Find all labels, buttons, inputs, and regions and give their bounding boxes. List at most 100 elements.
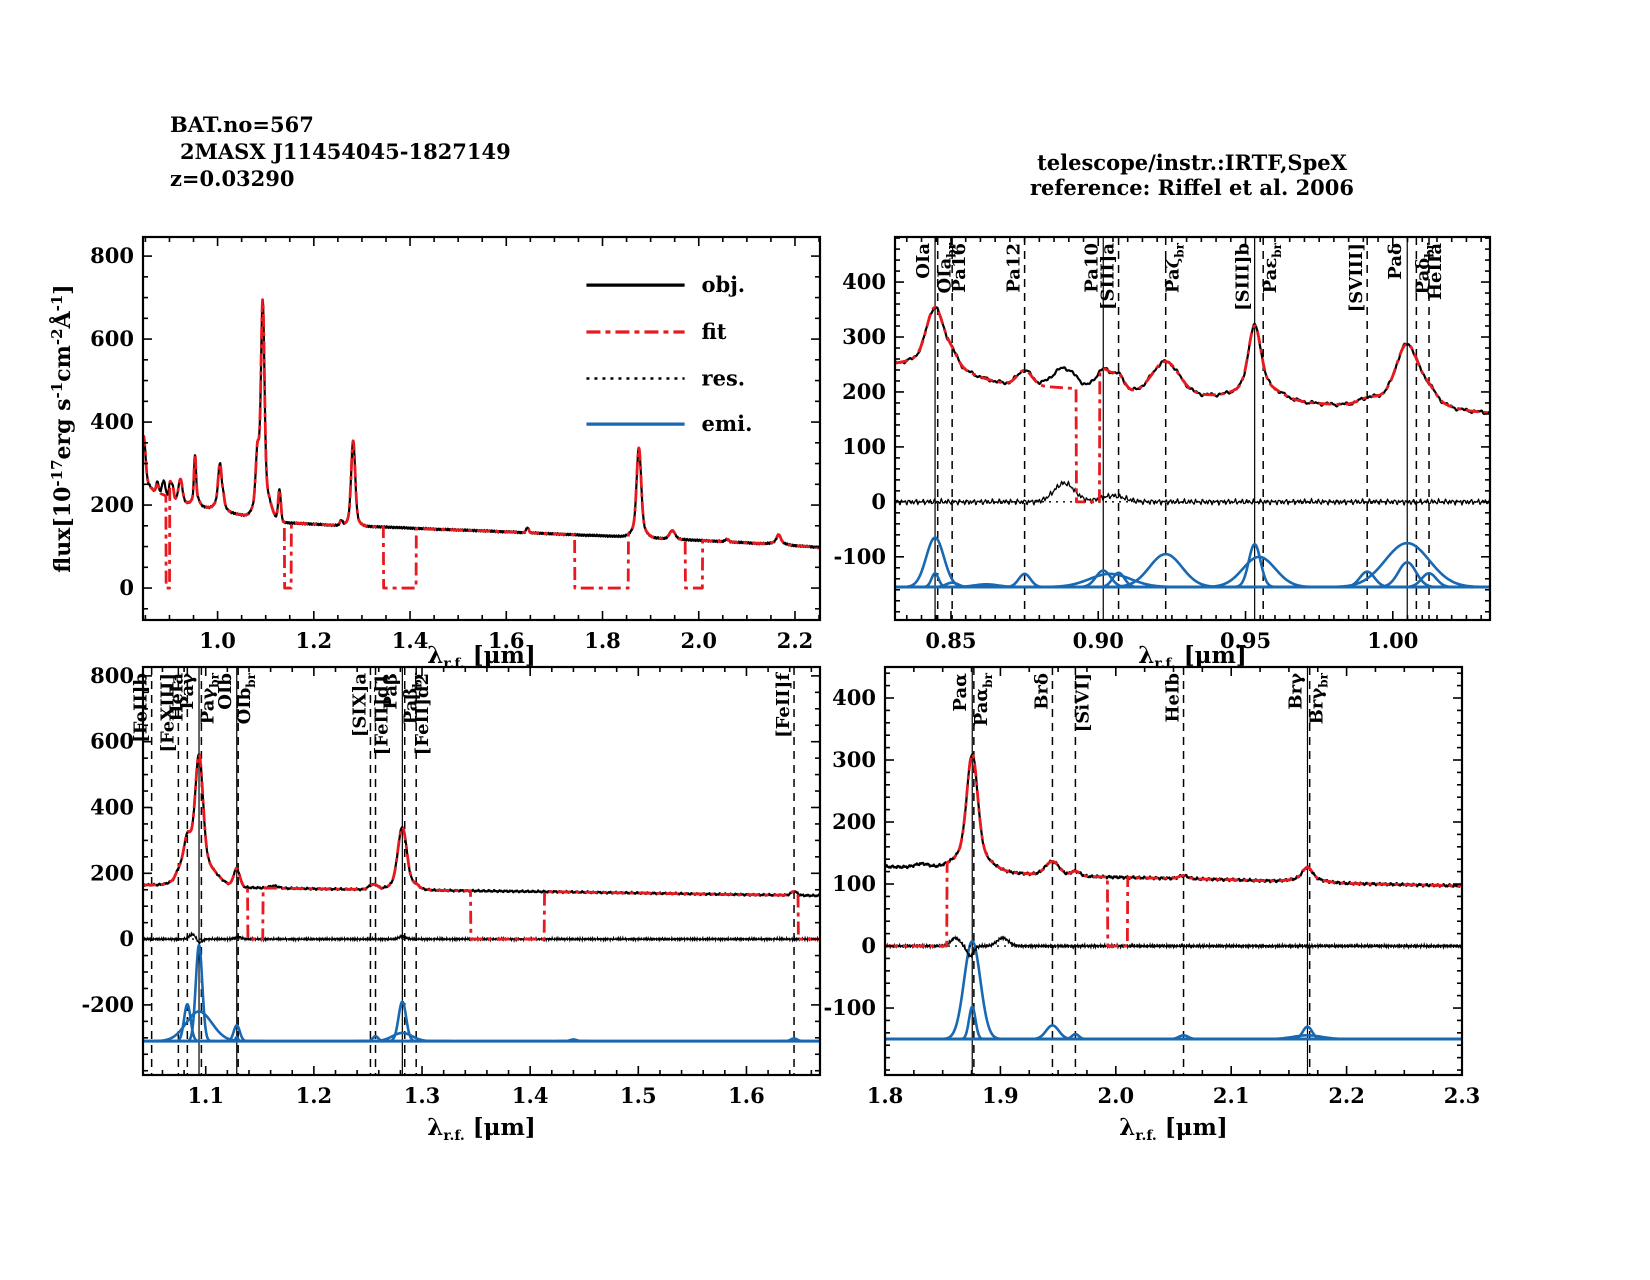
emission-line-label: Paεbr [1260, 242, 1284, 293]
x-tick-label: 1.6 [488, 628, 525, 653]
emission-line-label: OIbbr [234, 672, 258, 724]
y-tick-label: 300 [842, 324, 886, 349]
residual-curve [895, 480, 1490, 507]
y-tick-label: 100 [832, 871, 876, 896]
x-tick-label: 2.2 [1328, 1083, 1365, 1108]
y-tick-label: 0 [871, 489, 886, 514]
legend-label: obj. [702, 272, 746, 297]
y-axis-label: flux[10-17erg s-1cm-2Å-1] [48, 284, 76, 572]
x-tick-label: 1.8 [867, 1083, 904, 1108]
y-tick-label: 800 [90, 663, 134, 688]
emission-line-label: HeIb [1163, 673, 1184, 722]
x-tick-label: 1.2 [296, 1083, 333, 1108]
emission-line-label: Paγbr [197, 672, 221, 724]
title-reference: reference: Riffel et al. 2006 [1030, 175, 1354, 200]
x-tick-label: 1.3 [404, 1083, 441, 1108]
curves [143, 298, 820, 590]
x-tick-label: 1.1 [187, 1083, 224, 1108]
emission-line-label: Paαbr [971, 672, 995, 726]
legend-label: emi. [702, 411, 753, 436]
curves [895, 306, 1490, 589]
emission-line-label: Paδbr [1412, 242, 1436, 294]
emission-component [1391, 571, 1467, 589]
emission-component [1296, 541, 1490, 589]
emission-line-label: Paδ [1385, 243, 1406, 280]
emission-line-label: HeIIa [1425, 243, 1446, 300]
y-tick-label: -100 [823, 995, 876, 1020]
emission-line-label: Pa16 [949, 243, 970, 293]
panel-zoom-0.85-1.00: 0.85 0.90 0.95 1.00 -100 0 100 200 300 400 OIa OIab… [833, 235, 1492, 672]
object-spectrum-curve [143, 753, 820, 898]
emission-component [170, 1002, 205, 1043]
x-axis-label: λr.f. [μm] [1119, 1114, 1227, 1144]
y-tick-label: 400 [842, 269, 886, 294]
ticks [895, 237, 1490, 620]
y-tick-label: 0 [119, 926, 134, 951]
x-tick-label: 0.85 [925, 628, 976, 653]
x-tick-label: 1.8 [584, 628, 621, 653]
emission-component [220, 1024, 253, 1043]
emission-component [1057, 1032, 1094, 1041]
emission-component [556, 1038, 591, 1043]
x-tick-label: 1.5 [620, 1083, 657, 1108]
axes-frame [141, 665, 822, 1077]
ticks [143, 237, 820, 620]
emission-component [1020, 1024, 1085, 1041]
x-tick-label: 0.95 [1220, 628, 1271, 653]
emission-line-label: Brγ [1285, 673, 1306, 710]
legend: obj. fit res. emi. [586, 272, 752, 436]
curves [143, 753, 820, 1043]
y-tick-label: 400 [832, 685, 876, 710]
emission-component [1238, 1034, 1377, 1041]
y-tick-label: 100 [842, 434, 886, 459]
emission-component [776, 1037, 812, 1043]
panels-group: 1.0 1.2 1.4 1.6 1.8 2.0 2.2 0 200 400 600 800 λr.f. … [48, 235, 1492, 1144]
emission-line-label: OIa [913, 243, 934, 279]
emission-line-label: Pa12 [1004, 243, 1025, 293]
x-tick-label: 1.6 [728, 1083, 765, 1108]
y-tick-label: 200 [842, 379, 886, 404]
emission-component [955, 1005, 990, 1041]
emission-component [1084, 552, 1247, 589]
y-tick-label: 200 [832, 809, 876, 834]
emission-line-label: Paζbr [1163, 242, 1187, 293]
fit-curve [143, 753, 820, 941]
emission-line-label: [SVIII] [1346, 243, 1367, 312]
ticks [884, 667, 1463, 1075]
emission-line-label: OIabr [935, 242, 959, 293]
x-tick-label: 1.9 [982, 1083, 1019, 1108]
y-tick-label: -100 [833, 544, 886, 569]
emission-line-label: Paγ [177, 673, 198, 710]
title-telescope-instrument: telescope/instr.:IRTF,SpeX [1037, 150, 1348, 175]
curves [885, 752, 1462, 1041]
emission-line-label: OIb [215, 673, 236, 710]
emission-component [1224, 542, 1285, 589]
emission-line-label: Paβ [380, 673, 401, 710]
emission-line-label: [FeXIII] [157, 673, 178, 753]
emission-line-label: Pa10 [1081, 243, 1102, 293]
emission-component [353, 1031, 451, 1043]
y-tick-label: 400 [90, 409, 134, 434]
emission-component [229, 1035, 245, 1043]
y-tick-label: 800 [90, 243, 134, 268]
x-tick-label: 1.00 [1367, 628, 1418, 653]
emission-line-label: [SiVI] [1072, 673, 1093, 732]
emission-line-label: [FeII]f [773, 672, 794, 738]
axes-frame [893, 235, 1492, 622]
emission-component [1066, 569, 1141, 589]
emission-line-label: [SIII]a [1098, 243, 1119, 310]
y-tick-label: 200 [90, 492, 134, 517]
emission-line-label: Paβbr [401, 672, 425, 724]
y-tick-label: 400 [90, 794, 134, 819]
emission-line-label: [FeII]d1 [372, 673, 393, 755]
y-tick-label: 0 [119, 575, 134, 600]
residual-curve [885, 934, 1462, 959]
y-tick-label: 200 [90, 860, 134, 885]
header-bat-number: BAT.no=567 [170, 112, 314, 137]
y-tick-label: 600 [90, 326, 134, 351]
header-redshift: z=0.03290 [170, 166, 295, 191]
x-tick-label: 2.1 [1213, 1083, 1250, 1108]
emission-line-label: HeIa [166, 673, 187, 722]
